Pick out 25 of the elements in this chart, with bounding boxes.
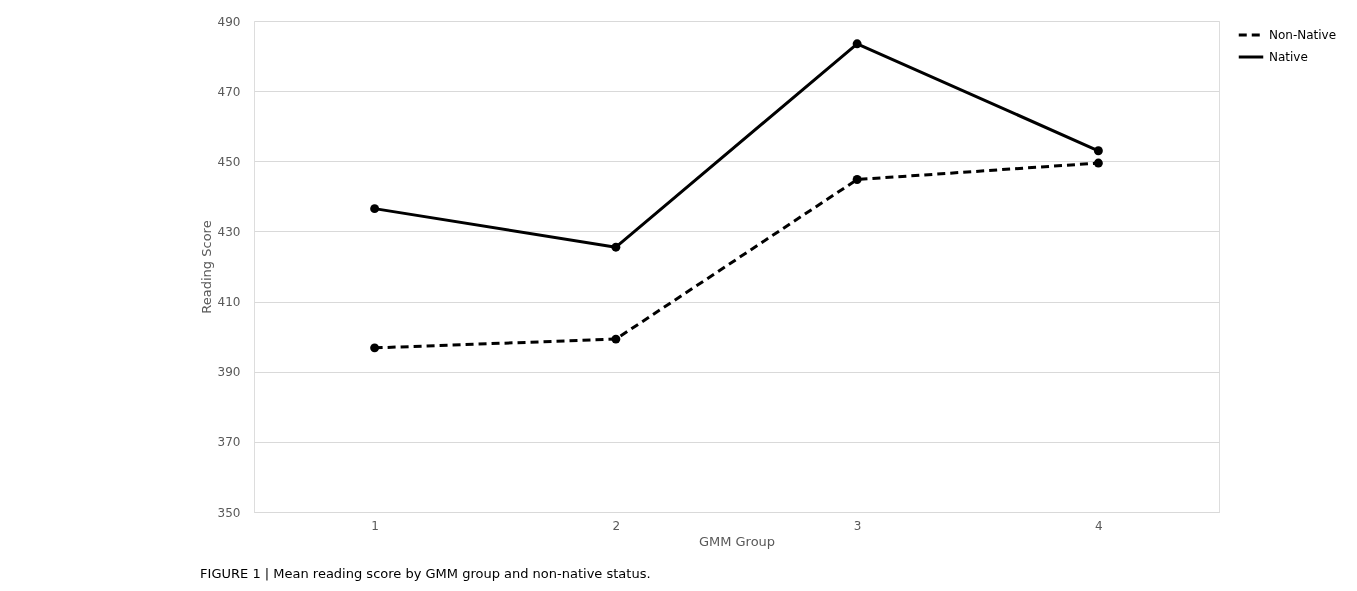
y-tick-label: 470 [217,84,241,99]
y-tick-label: 350 [217,505,241,520]
y-tick-label: 430 [217,224,241,239]
x-tick-label: 4 [1095,518,1103,533]
y-tick-label: 410 [217,295,241,310]
caption: FIGURE 1 | Mean reading score by GMM group and non-native status. [200,566,651,581]
y-tick-label: 450 [217,154,241,169]
x-tick-label: 3 [853,518,862,533]
y-tick-label: 490 [217,14,241,29]
x-axis-title: GMM Group [698,533,776,549]
point [370,204,380,214]
point [611,242,621,252]
point [852,39,862,49]
x-tick-label: 1 [371,518,379,533]
point [1093,146,1103,156]
point [852,175,862,184]
y-tick-label: 370 [217,435,241,450]
point [370,343,380,353]
legend-label: Non-Native [1269,28,1337,42]
y-tick-label: 390 [217,365,241,380]
x-tick-label: 2 [612,518,621,533]
point [611,334,621,344]
point [1093,158,1103,168]
y-axis-title: Reading Score [198,220,214,314]
legend-label: Native [1269,50,1308,64]
